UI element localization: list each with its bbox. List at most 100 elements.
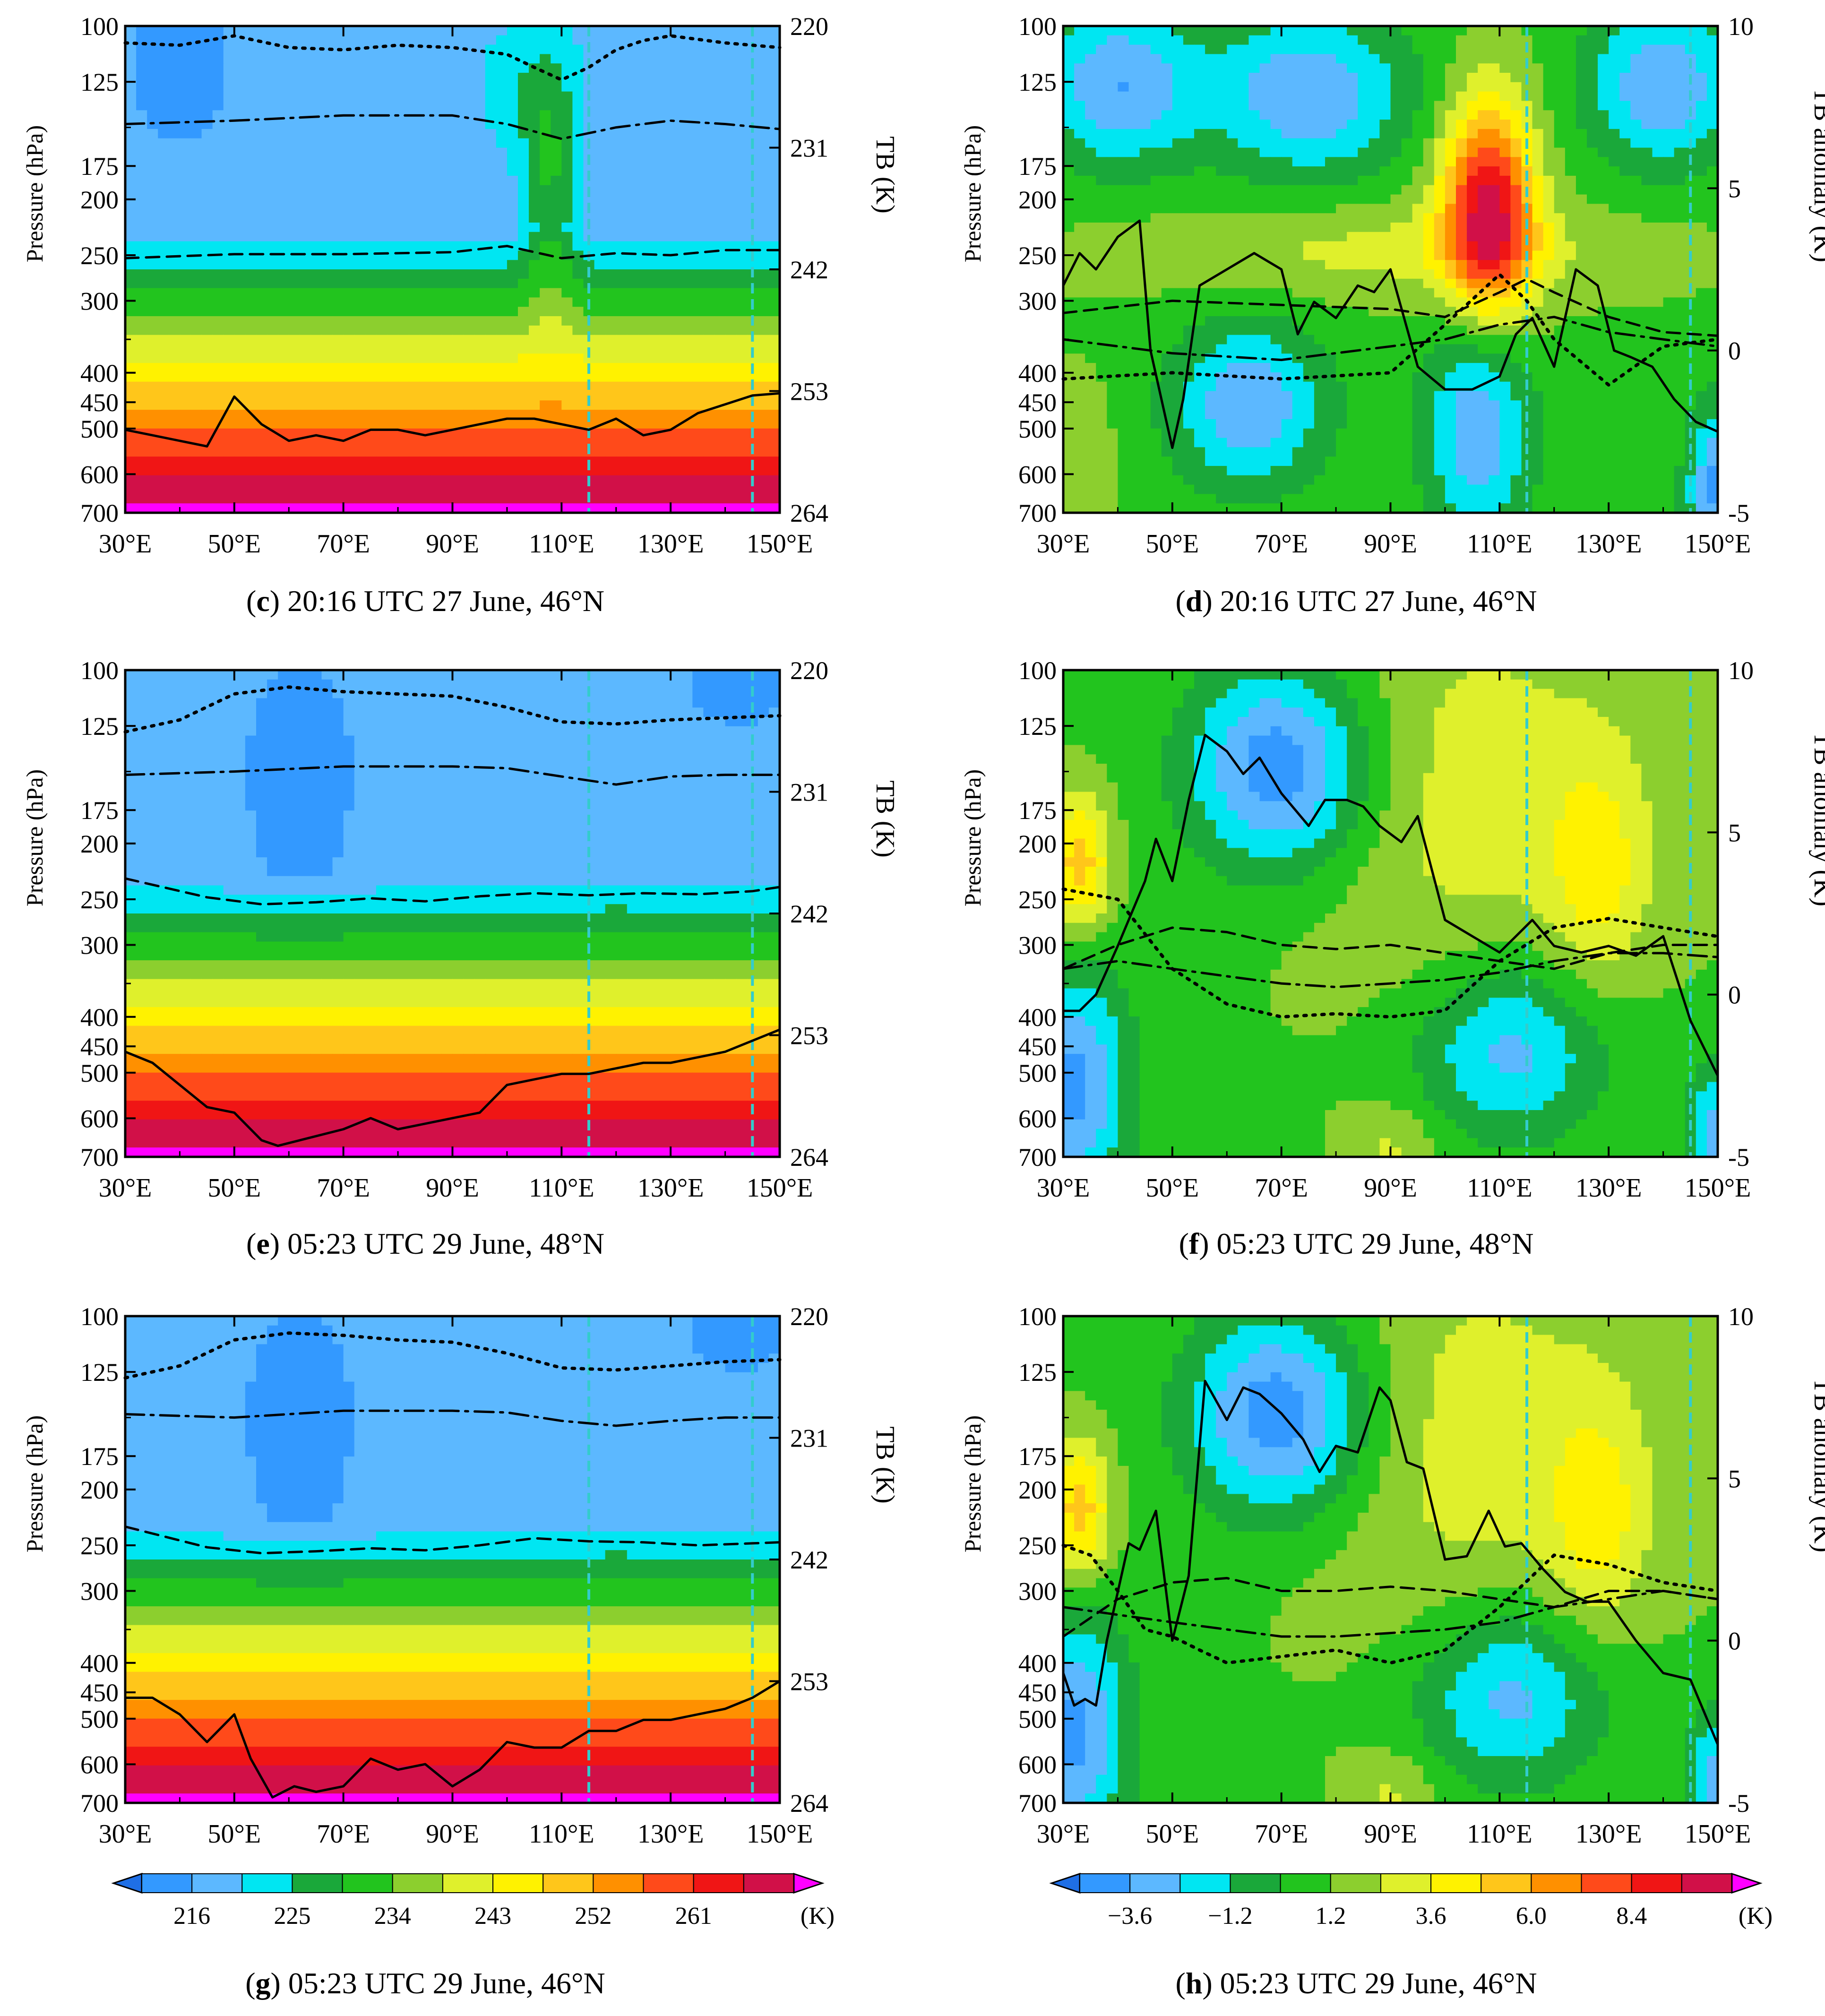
y2tick-label-d-3: -5 [1728,499,1749,527]
shaded-field-g [125,1316,780,1803]
xtick-label-h-5: 130°E [1575,1819,1642,1849]
colorbar-anom-label-0: −3.6 [1108,1903,1152,1930]
y2label-h: TB anomaly (K) [1808,1378,1825,1552]
colorbar-tb-swatch-10 [644,1874,694,1893]
xtick-label-d-5: 130°E [1575,529,1642,559]
ytick-label-e-9: 600 [80,1104,119,1133]
ytick-label-f-8: 500 [1018,1059,1057,1087]
ytick-label-f-0: 100 [1018,656,1057,685]
colorbar-tb-label-0: 216 [173,1903,210,1930]
colorbar-tb-swatch-8 [543,1874,593,1893]
y2label-g: TB (K) [870,1426,900,1503]
xtick-label-h-1: 50°E [1146,1819,1199,1849]
ytick-label-h-3: 200 [1018,1476,1057,1504]
ytick-label-h-9: 600 [1018,1750,1057,1779]
y2tick-label-c-3: 253 [790,378,828,406]
ytick-label-g-8: 500 [80,1705,119,1733]
colorbar-tb-swatch-5 [393,1874,443,1893]
xtick-label-f-5: 130°E [1575,1173,1642,1203]
colorbar-tb-unit: (K) [801,1903,835,1930]
colorbar-anom-swatch-11 [1632,1874,1682,1893]
colorbar-tb-label-1: 225 [274,1903,310,1930]
xtick-label-h-2: 70°E [1255,1819,1308,1849]
y2tick-label-f-3: -5 [1728,1143,1749,1172]
ytick-label-g-10: 700 [80,1789,119,1818]
colorbar-anom-label-5: 8.4 [1616,1903,1647,1930]
y2label-f: TB anomaly (K) [1808,732,1825,906]
y2tick-label-e-0: 220 [790,656,828,685]
ylabel-e: Pressure (hPa) [21,769,48,906]
y2tick-label-h-0: 10 [1728,1302,1754,1331]
colorbar-anom-left-arrow [1051,1874,1080,1893]
xtick-label-e-4: 110°E [529,1173,594,1203]
y2tick-label-g-2: 242 [790,1546,828,1574]
ytick-label-h-10: 700 [1018,1789,1057,1818]
colorbar-tb-label-4: 252 [575,1903,611,1930]
colorbar-anom-swatch-4 [1281,1874,1331,1893]
xtick-label-g-6: 150°E [747,1819,813,1849]
ytick-label-e-0: 100 [80,656,119,685]
ytick-label-f-5: 300 [1018,931,1057,960]
ytick-label-g-0: 100 [80,1302,119,1331]
ytick-label-g-9: 600 [80,1750,119,1779]
ytick-label-d-4: 250 [1018,241,1057,270]
colorbar-anom-swatch-12 [1682,1874,1732,1893]
xtick-label-c-2: 70°E [317,529,370,559]
ytick-label-c-1: 125 [80,68,119,96]
caption-d: (d) 20:16 UTC 27 June, 46°N [1007,584,1706,619]
xtick-label-c-0: 30°E [99,529,152,559]
colorbar-tb-label-2: 234 [374,1903,411,1930]
ytick-label-g-6: 400 [80,1649,119,1678]
shaded-field-f [1063,670,1718,1157]
y2tick-label-c-4: 264 [790,499,828,527]
y2tick-label-f-1: 5 [1728,818,1741,847]
ytick-label-d-10: 700 [1018,499,1057,527]
y2tick-label-g-3: 253 [790,1668,828,1696]
ytick-label-e-6: 400 [80,1003,119,1032]
xtick-label-c-4: 110°E [529,529,594,559]
caption-f: (f) 05:23 UTC 29 June, 48°N [1007,1226,1706,1261]
ytick-label-f-2: 175 [1018,796,1057,825]
y2label-e: TB (K) [870,780,900,857]
ytick-label-d-9: 600 [1018,460,1057,489]
ylabel-d: Pressure (hPa) [959,125,986,262]
ytick-label-d-6: 400 [1018,359,1057,388]
ytick-label-c-2: 175 [80,152,119,181]
xtick-label-h-4: 110°E [1467,1819,1532,1849]
y2tick-label-d-1: 5 [1728,174,1741,203]
colorbar-anom-swatch-9 [1531,1874,1581,1893]
ytick-label-e-1: 125 [80,712,119,741]
y2tick-label-d-0: 10 [1728,12,1754,41]
y2tick-label-e-1: 231 [790,778,828,807]
y2tick-label-d-2: 0 [1728,337,1741,365]
colorbar-anom-label-3: 3.6 [1416,1903,1446,1930]
xtick-label-g-1: 50°E [208,1819,261,1849]
colorbar-anom-unit: (K) [1739,1903,1773,1930]
ytick-label-c-3: 200 [80,186,119,214]
y2tick-label-g-4: 264 [790,1789,828,1818]
colorbar-tb-swatch-6 [443,1874,493,1893]
y2label-d: TB anomaly (K) [1808,87,1825,262]
colorbar-tb-left-arrow [113,1874,142,1893]
colorbar-tb-swatch-2 [242,1874,292,1893]
ytick-label-d-2: 175 [1018,152,1057,181]
ytick-label-g-3: 200 [80,1476,119,1504]
colorbar-tb-swatch-12 [744,1874,794,1893]
ytick-label-c-4: 250 [80,241,119,270]
xtick-label-h-6: 150°E [1685,1819,1751,1849]
ytick-label-f-9: 600 [1018,1104,1057,1133]
xtick-label-g-4: 110°E [529,1819,594,1849]
xtick-label-h-3: 90°E [1364,1819,1417,1849]
xtick-label-f-2: 70°E [1255,1173,1308,1203]
colorbar-anom-swatch-10 [1582,1874,1632,1893]
ytick-label-h-2: 175 [1018,1442,1057,1471]
ytick-label-g-7: 450 [80,1679,119,1707]
ytick-label-f-4: 250 [1018,886,1057,914]
ytick-label-f-10: 700 [1018,1143,1057,1172]
xtick-label-c-6: 150°E [747,529,813,559]
colorbar-tb-right-arrow [794,1874,822,1893]
